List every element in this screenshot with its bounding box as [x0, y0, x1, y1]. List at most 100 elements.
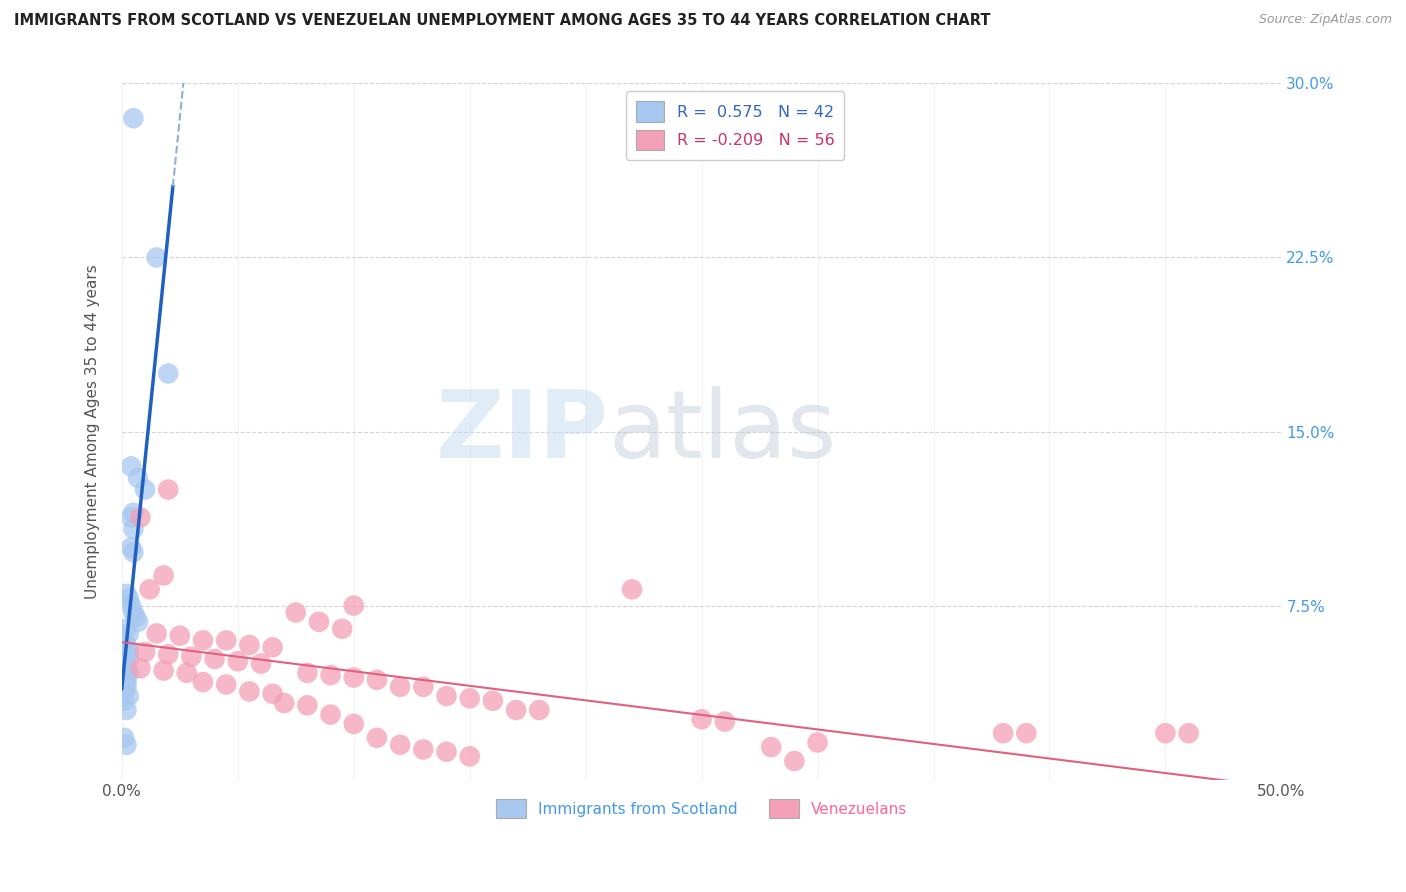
Point	[308, 615, 330, 629]
Point	[284, 606, 307, 620]
Point	[120, 599, 142, 613]
Point	[115, 738, 138, 752]
Point	[1015, 726, 1038, 740]
Point	[115, 664, 138, 678]
Point	[118, 626, 141, 640]
Point	[118, 689, 141, 703]
Point	[250, 657, 273, 671]
Point	[169, 629, 191, 643]
Point	[191, 675, 214, 690]
Point	[297, 698, 319, 713]
Point	[138, 582, 160, 597]
Point	[1154, 726, 1177, 740]
Point	[115, 587, 138, 601]
Point	[118, 642, 141, 657]
Point	[115, 659, 138, 673]
Legend: Immigrants from Scotland, Venezuelans: Immigrants from Scotland, Venezuelans	[489, 793, 914, 824]
Point	[482, 694, 505, 708]
Y-axis label: Unemployment Among Ages 35 to 44 years: Unemployment Among Ages 35 to 44 years	[86, 264, 100, 599]
Point	[112, 657, 135, 671]
Point	[412, 680, 434, 694]
Point	[112, 645, 135, 659]
Point	[226, 654, 249, 668]
Point	[120, 510, 142, 524]
Point	[157, 367, 180, 381]
Point	[112, 668, 135, 682]
Point	[112, 731, 135, 745]
Point	[157, 483, 180, 497]
Point	[319, 668, 342, 682]
Point	[238, 684, 260, 698]
Point	[134, 645, 156, 659]
Point	[152, 664, 174, 678]
Point	[118, 665, 141, 680]
Point	[389, 738, 412, 752]
Point	[621, 582, 644, 597]
Point	[330, 622, 353, 636]
Point	[343, 671, 366, 685]
Point	[115, 638, 138, 652]
Point	[118, 591, 141, 606]
Point	[122, 506, 145, 520]
Point	[238, 638, 260, 652]
Point	[115, 671, 138, 685]
Point	[458, 691, 481, 706]
Point	[122, 545, 145, 559]
Point	[690, 712, 713, 726]
Point	[366, 673, 388, 687]
Point	[112, 673, 135, 687]
Point	[505, 703, 527, 717]
Point	[991, 726, 1014, 740]
Point	[204, 652, 226, 666]
Point	[122, 112, 145, 126]
Point	[262, 687, 284, 701]
Point	[176, 665, 198, 680]
Point	[297, 665, 319, 680]
Point	[215, 633, 238, 648]
Point	[714, 714, 737, 729]
Point	[112, 661, 135, 675]
Point	[134, 483, 156, 497]
Text: Source: ZipAtlas.com: Source: ZipAtlas.com	[1258, 13, 1392, 27]
Point	[273, 696, 295, 710]
Point	[343, 599, 366, 613]
Point	[127, 471, 149, 485]
Point	[115, 675, 138, 690]
Point	[1177, 726, 1199, 740]
Point	[125, 610, 148, 624]
Point	[389, 680, 412, 694]
Point	[436, 689, 458, 703]
Point	[806, 735, 828, 749]
Point	[180, 649, 202, 664]
Point	[122, 606, 145, 620]
Point	[112, 677, 135, 691]
Text: atlas: atlas	[609, 385, 837, 477]
Point	[759, 740, 782, 755]
Point	[129, 661, 152, 675]
Point	[157, 648, 180, 662]
Point	[458, 749, 481, 764]
Point	[145, 626, 167, 640]
Point	[127, 615, 149, 629]
Point	[112, 684, 135, 698]
Point	[529, 703, 551, 717]
Point	[118, 652, 141, 666]
Point	[115, 648, 138, 662]
Point	[343, 717, 366, 731]
Text: ZIP: ZIP	[436, 385, 609, 477]
Point	[145, 251, 167, 265]
Point	[115, 622, 138, 636]
Point	[112, 633, 135, 648]
Point	[412, 742, 434, 756]
Point	[319, 707, 342, 722]
Point	[262, 640, 284, 655]
Point	[120, 541, 142, 555]
Point	[112, 694, 135, 708]
Point	[215, 677, 238, 691]
Point	[436, 745, 458, 759]
Point	[783, 754, 806, 768]
Point	[152, 568, 174, 582]
Point	[366, 731, 388, 745]
Point	[120, 459, 142, 474]
Point	[115, 703, 138, 717]
